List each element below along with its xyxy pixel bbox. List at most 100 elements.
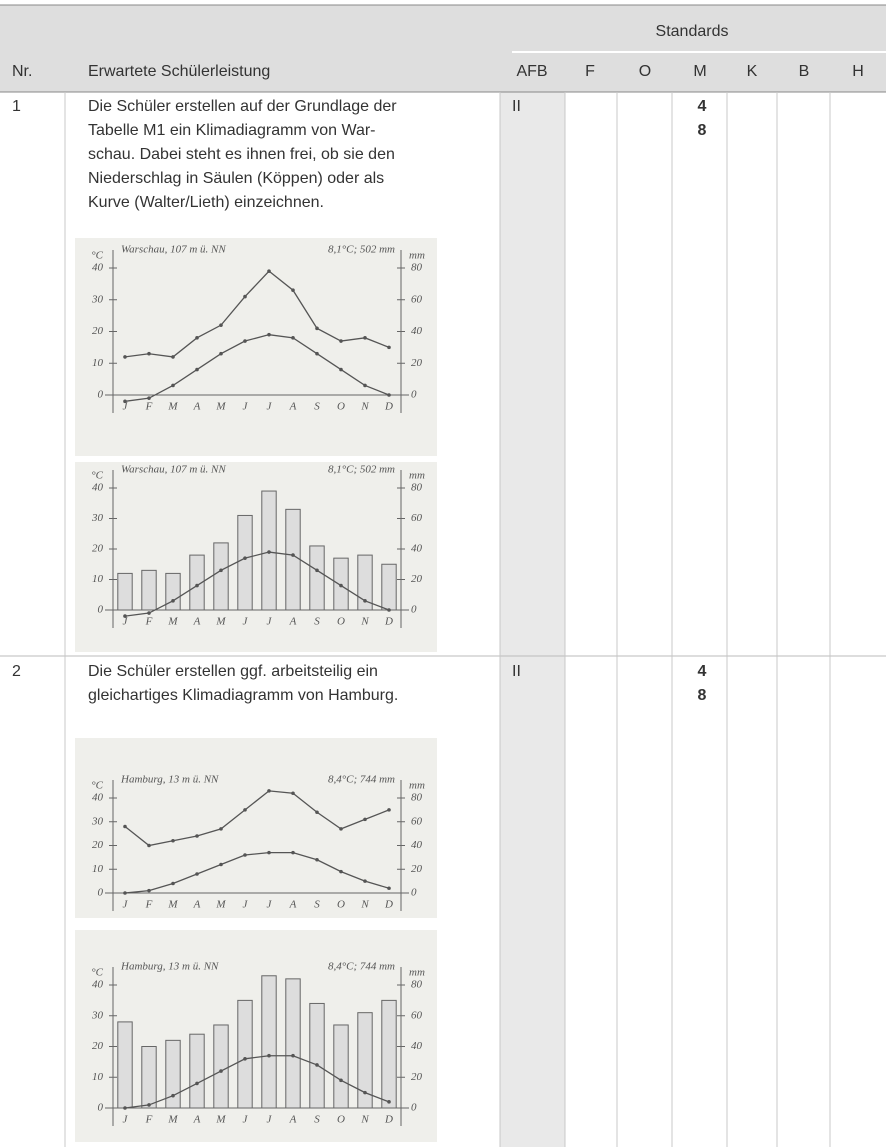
month-label: J [267, 616, 273, 628]
y2-tick-label: 20 [411, 1071, 423, 1083]
afb-column-bg [500, 92, 565, 1147]
temperature-point [147, 888, 151, 893]
month-label: A [289, 401, 297, 413]
y2-tick-label: 20 [411, 863, 423, 875]
y-tick-label: 0 [98, 604, 104, 616]
y2-tick-label: 40 [411, 543, 423, 555]
month-label: A [193, 616, 201, 628]
y-tick-label: 40 [92, 979, 104, 991]
y2-tick-label: 80 [411, 979, 423, 991]
month-label: S [314, 401, 320, 413]
y2-tick-label: 40 [411, 1040, 423, 1052]
y-tick-label: 10 [92, 863, 104, 875]
temperature-point [363, 599, 367, 603]
temperature-point [387, 393, 391, 397]
temperature-point [195, 1081, 199, 1086]
figure-bg [75, 738, 437, 918]
precipitation-point [267, 269, 271, 273]
precipitation-point [171, 355, 175, 359]
precipitation-bar [165, 1039, 181, 1109]
task-text: gleichartiges Klimadiagramm von Hamburg. [88, 687, 399, 704]
precipitation-bar [381, 563, 397, 611]
figure-title: Warschau, 107 m ü. NN [121, 464, 226, 476]
precipitation-line [124, 270, 390, 358]
temperature-point [339, 869, 343, 874]
precipitation-point [363, 817, 367, 822]
temperature-point [363, 879, 367, 883]
temperature-point [147, 1103, 151, 1107]
precipitation-point [147, 843, 151, 848]
figure-bg [75, 238, 437, 456]
y-tick-label: 10 [92, 357, 104, 369]
temperature-point [267, 550, 271, 554]
precipitation-point [171, 838, 175, 843]
y2-tick-label: 40 [411, 325, 423, 337]
month-label: N [360, 899, 369, 911]
y2-tick-label: 80 [411, 482, 423, 494]
precipitation-bar [309, 545, 325, 611]
month-label: A [193, 1114, 201, 1126]
y2-tick-label: 60 [411, 815, 423, 827]
temperature-point [291, 336, 295, 340]
month-label: A [289, 616, 297, 628]
temperature-point [219, 568, 223, 573]
temperature-point [291, 850, 295, 855]
task-text: Kurve (Walter/Lieth) einzeichnen. [88, 194, 324, 211]
standard-m: 8 [697, 122, 707, 139]
y-tick-label: 0 [98, 389, 104, 401]
month-label: S [314, 899, 320, 911]
precipitation-bar [141, 569, 157, 611]
temperature-point [147, 611, 151, 615]
precipitation-point [123, 355, 127, 359]
temperature-point [219, 1069, 223, 1073]
precipitation-bar [237, 514, 253, 611]
temperature-point [171, 881, 175, 886]
precipitation-point [147, 351, 151, 356]
standard-m: 4 [697, 98, 707, 115]
precipitation-bar [117, 572, 133, 611]
month-label: D [384, 899, 393, 911]
precipitation-bar [381, 999, 397, 1109]
y2-tick-label: 0 [411, 887, 417, 899]
month-label: J [243, 1114, 249, 1126]
column-header: Erwartete Schülerleistung [88, 63, 271, 80]
precipitation-point [195, 336, 199, 340]
precipitation-line [124, 790, 390, 847]
month-label: F [145, 899, 153, 911]
y-tick-label: 10 [92, 1071, 104, 1083]
precipitation-point [243, 808, 247, 812]
month-label: F [145, 1114, 153, 1126]
figure-bg [75, 462, 437, 652]
precipitation-point [219, 323, 223, 327]
month-label: N [360, 616, 369, 628]
unit-left: °C [91, 780, 103, 792]
unit-right: mm [409, 780, 425, 792]
y-tick-label: 20 [92, 543, 104, 555]
temperature-point [291, 1053, 295, 1058]
month-label: O [337, 401, 345, 413]
temperature-point [171, 1093, 175, 1098]
unit-right: mm [409, 470, 425, 482]
temperature-point [387, 608, 391, 612]
temperature-line [124, 334, 390, 402]
figure-title: Hamburg, 13 m ü. NN [120, 774, 219, 786]
column-header: Nr. [12, 63, 33, 80]
precipitation-bar [285, 978, 301, 1109]
standard-m: 8 [697, 687, 707, 704]
precipitation-point [291, 791, 295, 796]
temperature-point [219, 862, 223, 867]
y-tick-label: 30 [91, 815, 104, 827]
precipitation-bar [141, 1046, 157, 1109]
y2-tick-label: 80 [411, 262, 423, 274]
precipitation-point [315, 326, 319, 331]
precipitation-bar [261, 975, 277, 1109]
precipitation-bar [285, 508, 301, 611]
temperature-point [363, 1090, 367, 1095]
month-label: F [145, 401, 153, 413]
column-header: M [693, 63, 707, 80]
temperature-point [195, 367, 199, 372]
precipitation-point [315, 810, 319, 815]
y2-tick-label: 80 [411, 792, 423, 804]
y-tick-label: 20 [92, 325, 104, 337]
y-tick-label: 0 [98, 887, 104, 899]
